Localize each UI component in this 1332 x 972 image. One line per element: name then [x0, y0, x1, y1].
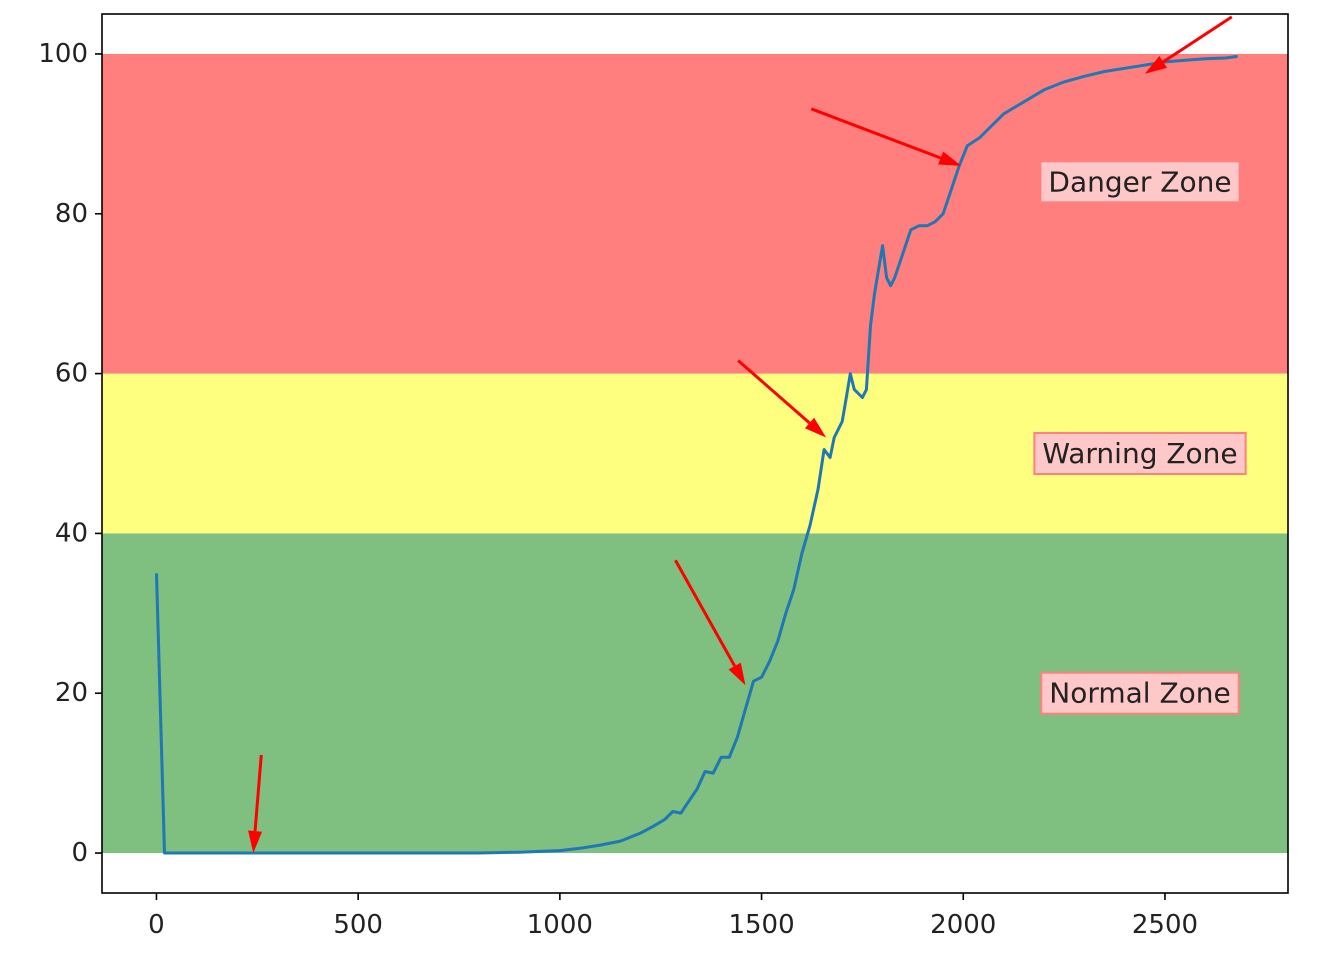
x-tick-label-3: 1500: [728, 910, 794, 940]
annotation-arrow-2: [737, 359, 827, 438]
zone-band-2: [102, 53, 1288, 374]
zone-label-box-2: [1039, 160, 1241, 204]
zone-label-box-0: [1040, 671, 1240, 715]
zone-label-text-0: Normal Zone: [1049, 677, 1231, 710]
y-tick-label-4: 80: [55, 199, 88, 229]
y-tick-label-0: 0: [71, 838, 88, 868]
y-tick-label-5: 100: [38, 39, 88, 69]
annotation-arrow-0: [248, 754, 263, 854]
x-tick-label-2: 1000: [527, 910, 593, 940]
annotation-arrow-1: [674, 559, 746, 686]
y-tick-label-1: 20: [55, 678, 88, 708]
annotation-arrow-3: [810, 107, 962, 166]
zone-labels: Normal Zone Warning Zone Danger Zone: [1033, 160, 1247, 715]
annotation-arrows: [248, 15, 1233, 854]
y-axis-ticks: 0 20 40 60 80 100: [38, 39, 102, 868]
annotation-arrow-4: [1144, 15, 1233, 74]
plot-frame: [101, 13, 1289, 894]
x-tick-label-1: 500: [333, 910, 383, 940]
zone-label-text-2: Danger Zone: [1048, 165, 1231, 198]
x-axis-ticks: 0 500 1000 1500 2000 2500: [148, 893, 1198, 940]
data-line-layer: [155, 54, 1238, 855]
series-line-0: [155, 54, 1238, 855]
y-tick-label-2: 40: [55, 518, 88, 548]
x-tick-label-4: 2000: [930, 910, 996, 940]
x-tick-label-0: 0: [148, 910, 165, 940]
zone-label-box-1: [1033, 432, 1247, 475]
zone-label-2: Danger Zone: [1039, 160, 1241, 204]
y-tick-label-3: 60: [55, 359, 88, 389]
zone-label-0: Normal Zone: [1040, 671, 1240, 715]
x-tick-label-5: 2500: [1132, 910, 1198, 940]
zone-label-text-1: Warning Zone: [1042, 437, 1237, 470]
zone-label-1: Warning Zone: [1033, 432, 1247, 475]
